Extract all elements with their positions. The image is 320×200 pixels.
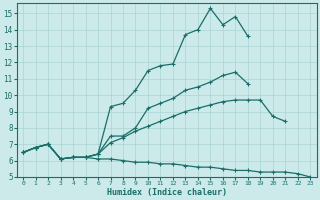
X-axis label: Humidex (Indice chaleur): Humidex (Indice chaleur) — [107, 188, 227, 197]
